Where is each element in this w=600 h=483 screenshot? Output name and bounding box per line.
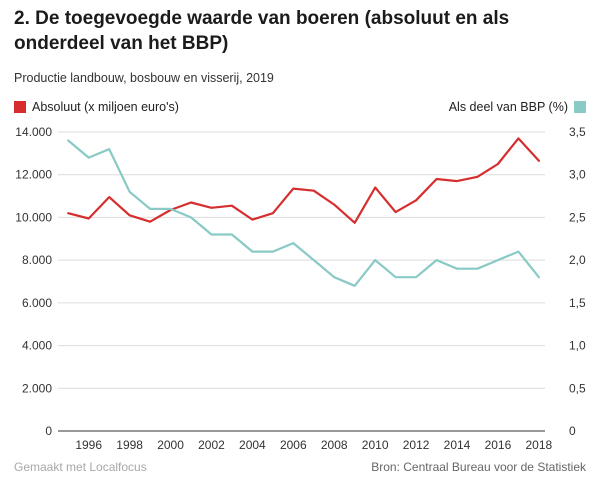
y-right-tick-label: 1,5 <box>569 296 586 310</box>
y-left-tick-label: 6.000 <box>22 296 52 310</box>
x-tick-label: 2004 <box>239 438 266 452</box>
y-right-tick-label: 0,5 <box>569 381 586 395</box>
series-line-absolute <box>67 137 541 224</box>
legend-label-absolute: Absoluut (x miljoen euro's) <box>32 100 179 114</box>
x-tick-label: 2006 <box>280 438 307 452</box>
x-tick-label: 2002 <box>198 438 225 452</box>
x-tick-label: 2018 <box>526 438 553 452</box>
y-left-tick-label: 2.000 <box>22 381 52 395</box>
legend-swatch-absolute <box>14 101 26 113</box>
x-tick-label: 2012 <box>403 438 430 452</box>
x-tick-label: 2016 <box>485 438 512 452</box>
y-right-tick-label: 2,0 <box>569 253 586 267</box>
y-right-tick-label: 0 <box>569 424 576 438</box>
y-right-tick-label: 2,5 <box>569 210 586 224</box>
footer-made-with[interactable]: Gemaakt met Localfocus <box>14 460 147 474</box>
y-left-tick-label: 12.000 <box>15 168 52 182</box>
y-left-tick-label: 10.000 <box>15 210 52 224</box>
y-left-tick-label: 8.000 <box>22 253 52 267</box>
y-left-tick-label: 14.000 <box>15 125 52 139</box>
chart-title: 2. De toegevoegde waarde van boeren (abs… <box>14 8 510 54</box>
x-tick-label: 2008 <box>321 438 348 452</box>
legend-absolute: Absoluut (x miljoen euro's) <box>14 100 179 114</box>
y-left-tick-label: 4.000 <box>22 339 52 353</box>
y-right-tick-label: 3,0 <box>569 168 586 182</box>
series-line-share <box>67 139 541 287</box>
x-tick-label: 1998 <box>116 438 143 452</box>
legend-label-share: Als deel van BBP (%) <box>448 100 568 114</box>
y-right-tick-label: 3,5 <box>569 125 586 139</box>
x-tick-label: 2000 <box>157 438 184 452</box>
legend-share: Als deel van BBP (%) <box>449 100 586 114</box>
footer-source: Bron: Centraal Bureau voor de Statistiek <box>371 460 586 474</box>
x-tick-label: 2010 <box>362 438 389 452</box>
y-left-tick-label: 0 <box>45 424 52 438</box>
x-tick-label: 2014 <box>444 438 471 452</box>
legend-swatch-share <box>574 101 586 113</box>
y-right-tick-label: 1,0 <box>569 339 586 353</box>
x-tick-label: 1996 <box>75 438 102 452</box>
chart-subtitle: Productie landbouw, bosbouw en visserij,… <box>14 71 274 85</box>
